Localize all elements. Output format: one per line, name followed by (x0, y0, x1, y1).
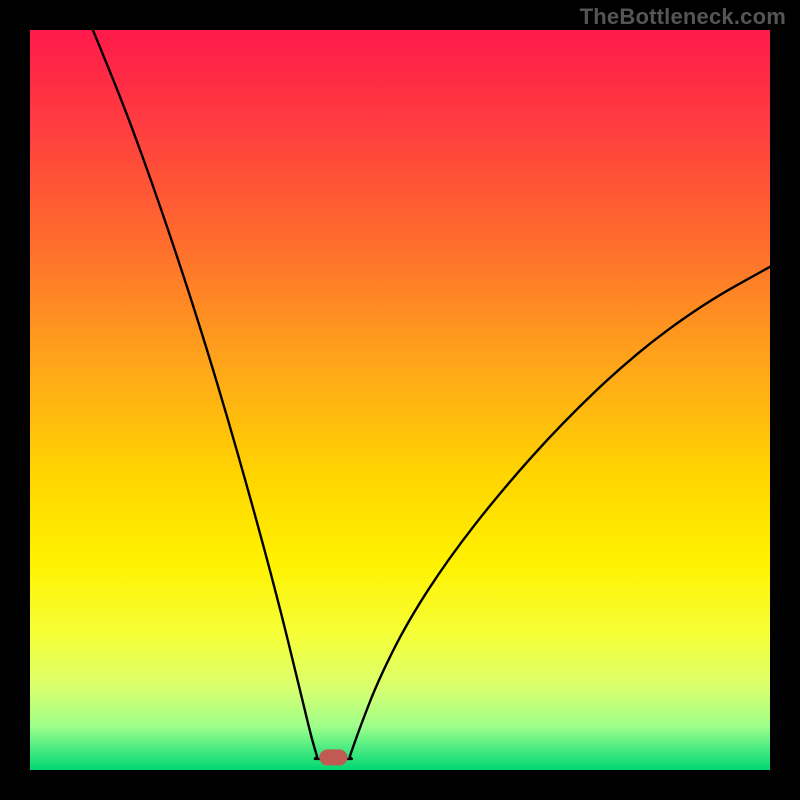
bottleneck-chart (0, 0, 800, 800)
plot-background (30, 30, 770, 770)
watermark-text: TheBottleneck.com (580, 4, 786, 30)
chart-container: TheBottleneck.com (0, 0, 800, 800)
optimal-marker (319, 749, 347, 765)
